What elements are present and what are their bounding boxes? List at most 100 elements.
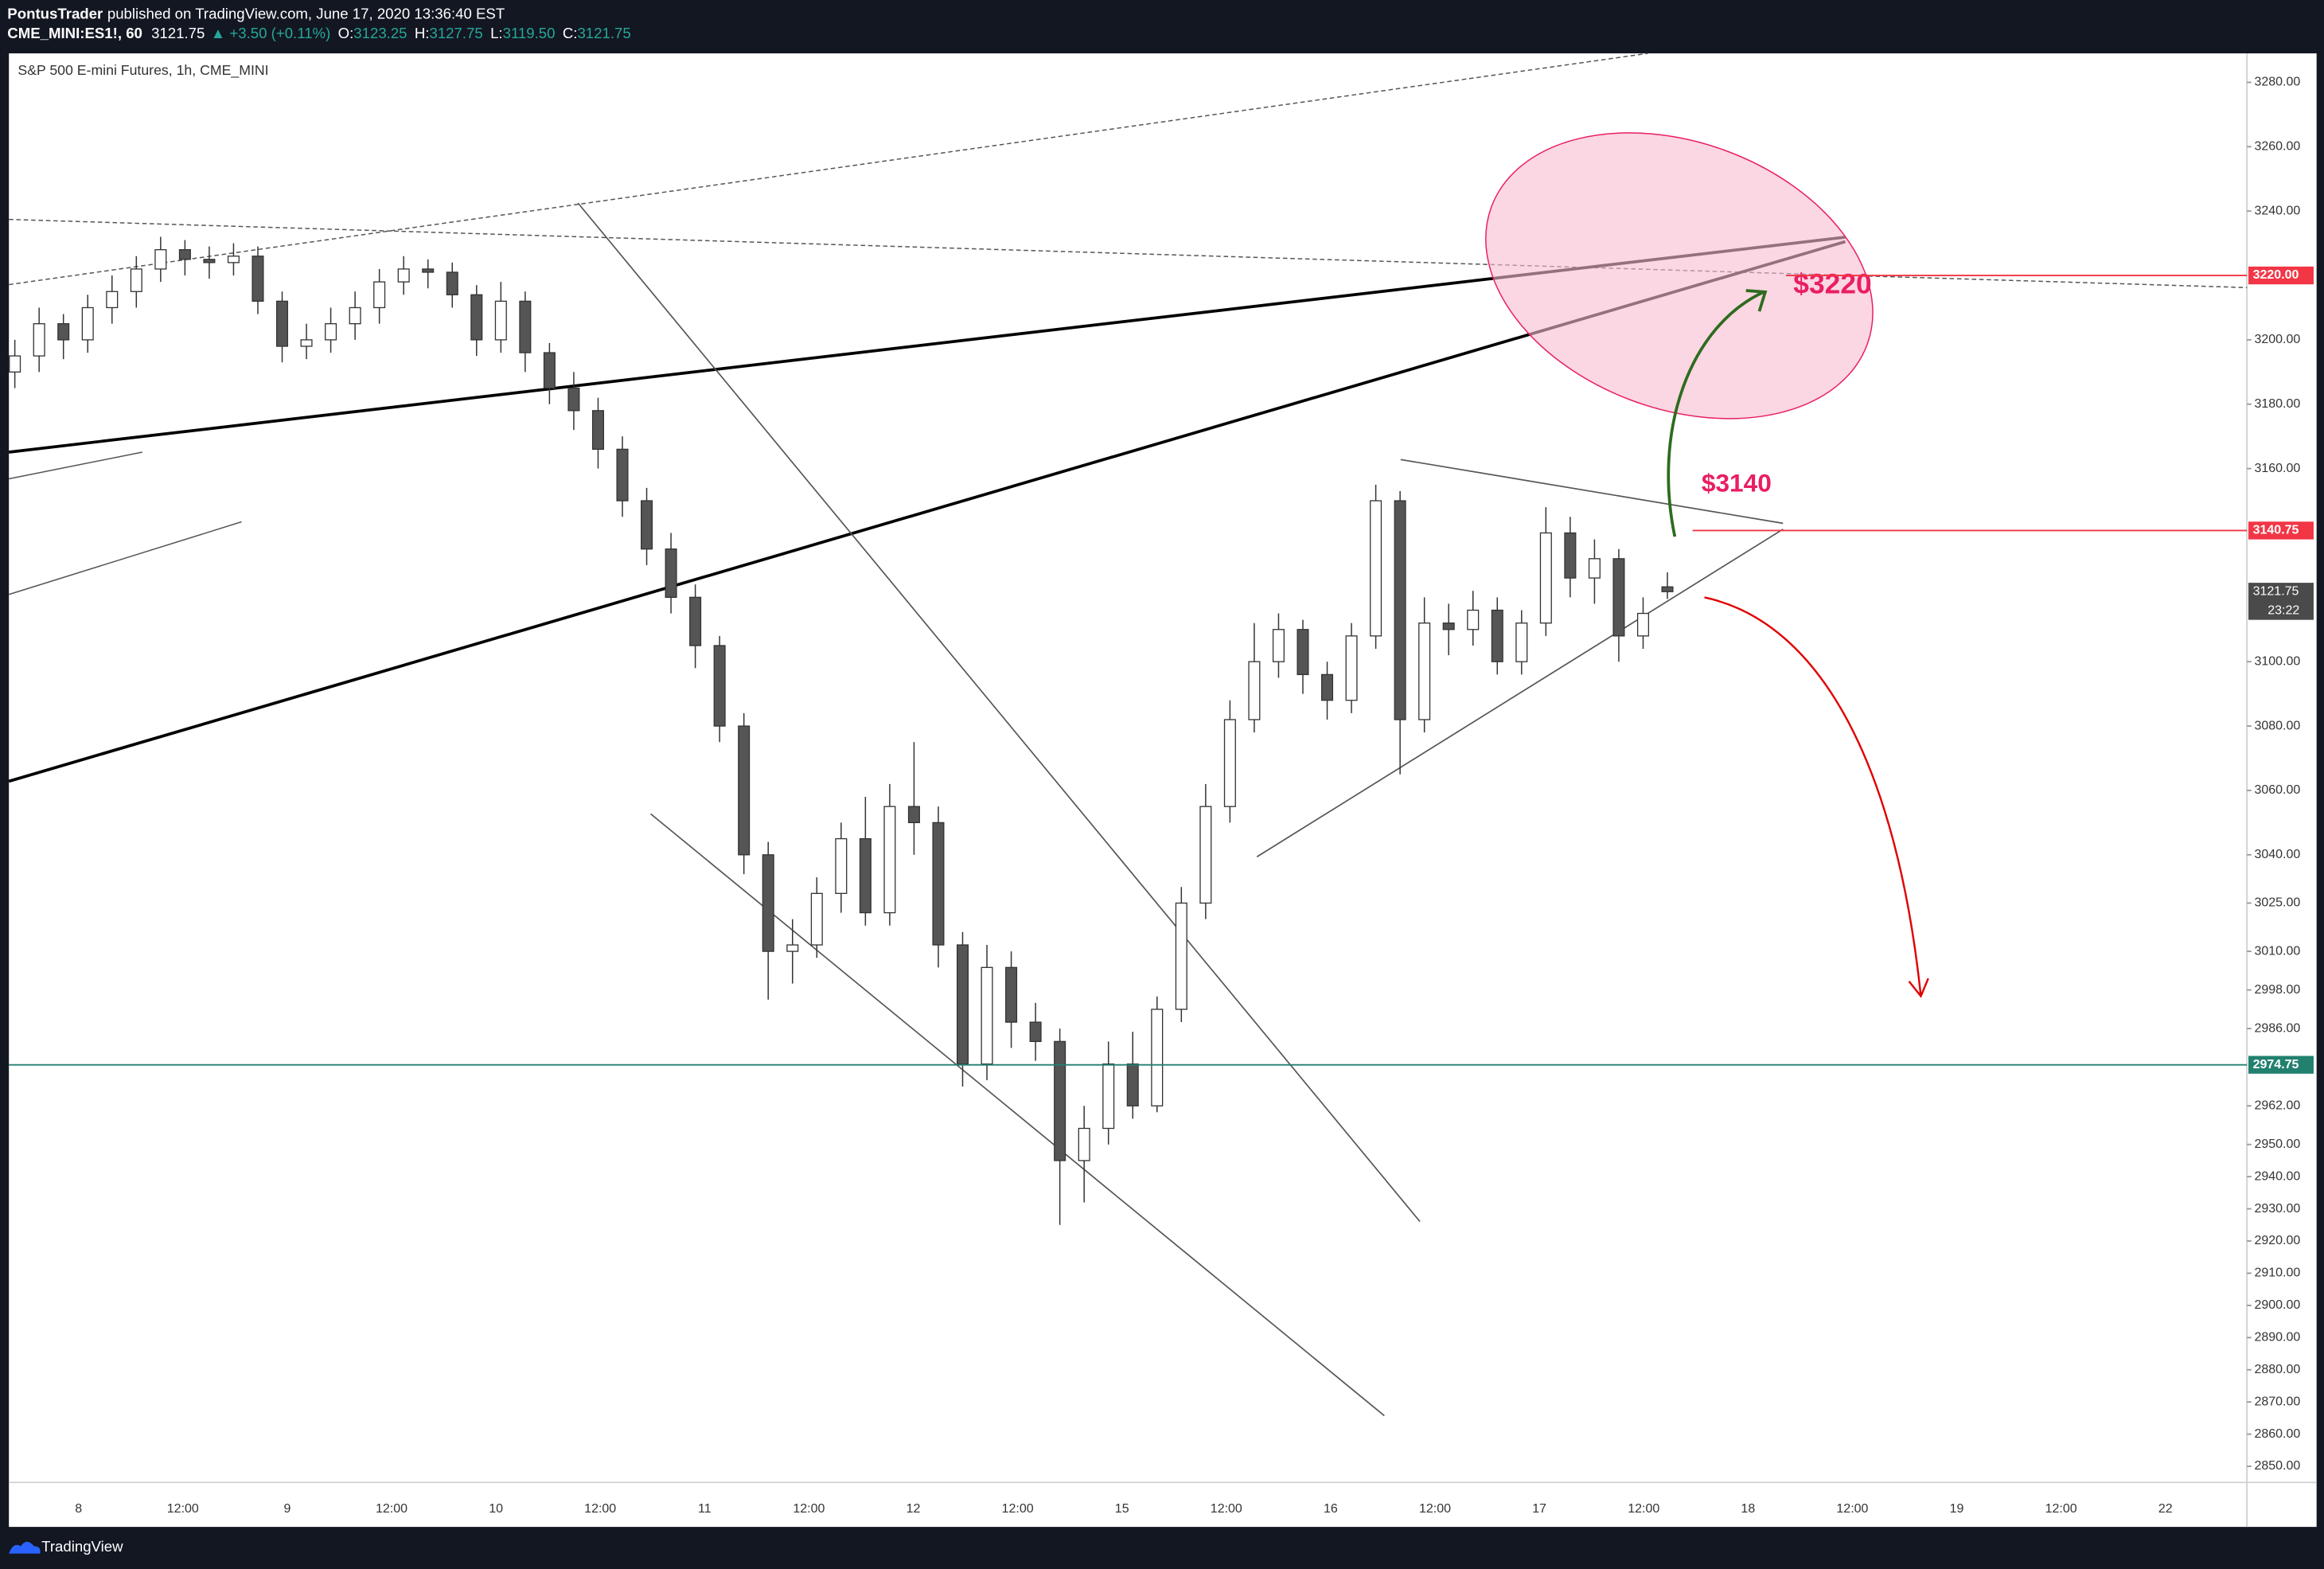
y-tick-label: 3010.00	[2254, 944, 2300, 958]
price-tag	[2248, 521, 2314, 540]
candle-body	[1126, 1063, 1139, 1106]
y-tick-label: 2950.00	[2254, 1138, 2300, 1151]
x-tick-label: 12:00	[167, 1502, 199, 1516]
candle-body	[543, 352, 556, 389]
x-tick-label: 12:00	[1002, 1502, 1034, 1516]
candle-body	[1029, 1021, 1042, 1042]
candle-body	[859, 837, 872, 914]
candle-body	[519, 300, 532, 353]
trendline	[9, 451, 142, 480]
candle-body	[470, 294, 483, 341]
y-tick-label: 3060.00	[2254, 783, 2300, 797]
ohlc-label: H:	[415, 25, 430, 41]
candle-body	[227, 256, 240, 263]
y-tick-label: 2890.00	[2254, 1331, 2300, 1345]
ohlc-value: 3119.50	[503, 25, 556, 41]
candle-body	[178, 249, 191, 260]
x-tick-label: 22	[2158, 1502, 2173, 1516]
x-tick-label: 12:00	[584, 1502, 616, 1516]
y-tick-label: 2880.00	[2254, 1363, 2300, 1376]
y-tick-label: 3025.00	[2254, 896, 2300, 910]
candle-body	[786, 944, 799, 952]
candle-body	[1199, 806, 1212, 904]
candle-body	[1078, 1127, 1090, 1161]
symbol-line: CME_MINI:ES1!, 60 3121.75 ▲ +3.50 (+0.11%)…	[7, 25, 630, 41]
candle-body	[1345, 635, 1358, 701]
candle-body	[446, 271, 458, 295]
y-tick-label: 3100.00	[2254, 654, 2300, 668]
y-tick-label: 2930.00	[2254, 1202, 2300, 1216]
target-ellipse	[1485, 132, 1874, 420]
candle-body	[1661, 586, 1674, 592]
candle-body	[1297, 629, 1309, 676]
x-tick-label: 10	[489, 1502, 503, 1516]
down-arrow-head	[1908, 978, 1929, 998]
y-tick-label: 3260.00	[2254, 140, 2300, 154]
author: PontusTrader	[7, 6, 103, 22]
last-price-label: 3121.75	[2253, 585, 2299, 599]
y-tick-label: 3080.00	[2254, 719, 2300, 732]
last-price-tag	[2248, 583, 2314, 620]
candle-body	[689, 596, 702, 646]
chart-title: S&P 500 E-mini Futures, 1h, CME_MINI	[18, 62, 268, 79]
candle-body	[397, 268, 410, 283]
dashed-trendline	[9, 53, 1648, 286]
x-tick-label: 12:00	[1419, 1502, 1451, 1516]
candle-body	[1151, 1009, 1164, 1106]
candle-body	[738, 725, 751, 856]
symbol: CME_MINI:ES1!, 60	[7, 25, 142, 41]
candle-body	[9, 355, 21, 373]
candle-body	[1636, 612, 1650, 637]
candle-body	[130, 268, 142, 292]
y-tick-label: 3040.00	[2254, 848, 2300, 861]
y-tick-label: 3240.00	[2254, 204, 2300, 217]
candle-body	[883, 806, 896, 914]
logo	[9, 1541, 41, 1554]
candle-body	[1394, 500, 1406, 720]
candle-body	[1588, 558, 1601, 579]
drawings	[8, 53, 2248, 1417]
annotation: $3140	[1702, 468, 1772, 497]
y-tick-label: 3180.00	[2254, 397, 2300, 411]
x-tick-label: 18	[1741, 1502, 1755, 1516]
candle-body	[1272, 629, 1285, 662]
x-tick-label: 12:00	[2045, 1502, 2077, 1516]
trendline	[1256, 529, 1784, 858]
candle-body	[1467, 609, 1480, 630]
annotation: $3220	[1793, 269, 1871, 300]
x-tick-label: 12:00	[1211, 1502, 1242, 1516]
y-tick-label: 2986.00	[2254, 1021, 2300, 1035]
candle-body	[203, 259, 216, 263]
down-arrow	[1704, 596, 1922, 997]
x-tick-label: 12:00	[1628, 1502, 1659, 1516]
candle-body	[956, 944, 969, 1065]
x-tick-label: 12:00	[793, 1502, 825, 1516]
x-tick-label: 17	[1532, 1502, 1546, 1516]
candle-body	[300, 339, 313, 347]
y-tick-label: 2920.00	[2254, 1234, 2300, 1247]
candle-body	[325, 323, 337, 341]
countdown: 23:22	[2267, 604, 2299, 618]
candle-body	[1175, 902, 1187, 1010]
candle-body	[1223, 719, 1236, 807]
candle-body	[1612, 558, 1625, 637]
candle-body	[1418, 623, 1431, 720]
candle-body	[81, 306, 94, 341]
candle-body	[57, 323, 70, 341]
y-tick-label: 3200.00	[2254, 333, 2300, 346]
x-tick-label: 12:00	[376, 1502, 407, 1516]
price-tag	[2248, 266, 2314, 285]
candle-body	[1539, 532, 1552, 624]
candle-body	[1491, 609, 1503, 662]
publish-line: PontusTrader published on TradingView.com…	[7, 6, 505, 22]
trendline	[577, 202, 1421, 1223]
footer: TradingView	[9, 1538, 123, 1555]
x-tick-label: 12:00	[1836, 1502, 1868, 1516]
candle-body	[373, 281, 386, 309]
candle-body	[932, 822, 945, 946]
price-tag-label: 3140.75	[2253, 524, 2299, 537]
ohlc-value: 3123.25	[353, 25, 407, 41]
candle-body	[106, 291, 119, 309]
candle-body	[1248, 661, 1261, 720]
up-arrow	[1667, 291, 1764, 537]
